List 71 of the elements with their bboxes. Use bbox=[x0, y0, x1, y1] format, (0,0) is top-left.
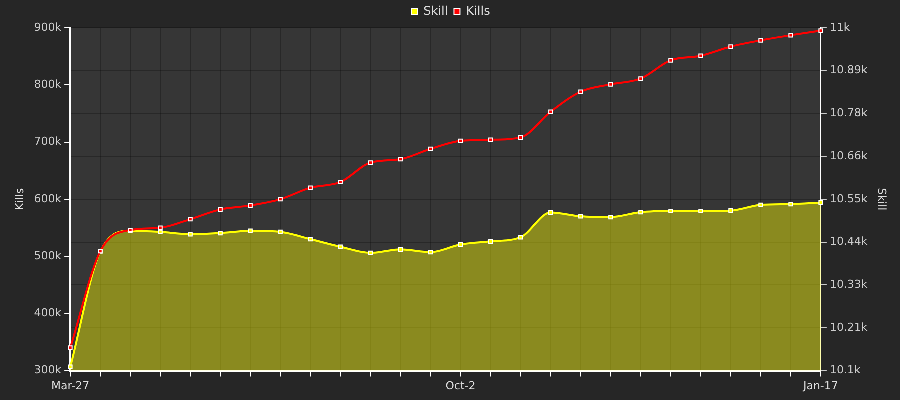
y-tick-label: 400k bbox=[34, 306, 62, 320]
point bbox=[188, 232, 193, 237]
point bbox=[68, 346, 73, 350]
y-tick-label: 700k bbox=[34, 135, 62, 148]
y-tick-label: 300k bbox=[34, 364, 62, 377]
point bbox=[788, 33, 794, 38]
point bbox=[278, 197, 283, 202]
point bbox=[158, 230, 163, 234]
y2-tick-label: 10.44k bbox=[830, 235, 868, 248]
point bbox=[638, 210, 644, 215]
x-tick-label: Mar-27 bbox=[52, 379, 90, 392]
point bbox=[248, 203, 253, 208]
point bbox=[218, 231, 223, 236]
point bbox=[818, 28, 824, 34]
point bbox=[338, 244, 343, 250]
point bbox=[518, 135, 524, 140]
point bbox=[518, 235, 524, 240]
point bbox=[758, 38, 764, 43]
y2-tick-label: 11k bbox=[830, 20, 851, 34]
point bbox=[488, 138, 494, 142]
point bbox=[308, 237, 313, 242]
point bbox=[278, 230, 283, 234]
y2-tick-label: 10.55k bbox=[830, 192, 868, 206]
point bbox=[728, 208, 734, 214]
point bbox=[728, 44, 734, 50]
point bbox=[68, 364, 73, 370]
point bbox=[608, 82, 614, 87]
point bbox=[698, 208, 704, 214]
y-tick-label: 500k bbox=[34, 249, 62, 262]
y2-tick-label: 10.66k bbox=[830, 149, 868, 162]
point bbox=[638, 76, 644, 82]
y2-axis-title: Skill bbox=[876, 188, 889, 211]
point bbox=[788, 202, 794, 207]
point bbox=[458, 242, 464, 247]
point bbox=[458, 138, 464, 144]
point bbox=[608, 215, 614, 220]
point bbox=[758, 202, 764, 208]
y-tick-label: 800k bbox=[34, 78, 62, 91]
point bbox=[398, 157, 403, 162]
point bbox=[368, 160, 373, 166]
point bbox=[668, 58, 674, 63]
x-tick-label: Jan-17 bbox=[802, 379, 838, 392]
point bbox=[428, 146, 434, 152]
point bbox=[578, 214, 584, 219]
y-tick-label: 600k bbox=[34, 192, 62, 206]
y2-tick-label: 10.1k bbox=[830, 364, 862, 377]
point bbox=[398, 247, 403, 252]
point bbox=[578, 90, 584, 94]
point bbox=[548, 210, 554, 215]
y-tick-label: 900k bbox=[34, 20, 62, 34]
point bbox=[308, 186, 313, 190]
y2-tick-label: 10.33k bbox=[830, 278, 868, 291]
point bbox=[218, 207, 223, 212]
point bbox=[188, 217, 193, 222]
x-tick-label: Oct-2 bbox=[446, 379, 476, 392]
legend-label: Kills bbox=[466, 4, 490, 18]
point bbox=[428, 250, 434, 255]
point bbox=[698, 54, 704, 58]
point bbox=[668, 208, 674, 214]
y2-tick-label: 10.89k bbox=[830, 64, 868, 77]
point bbox=[248, 228, 253, 234]
point bbox=[338, 180, 343, 185]
point bbox=[548, 110, 554, 114]
point bbox=[158, 226, 163, 230]
y2-tick-label: 10.21k bbox=[830, 320, 868, 334]
legend-label: Skill bbox=[424, 4, 448, 18]
y-axis-title: Kills bbox=[13, 188, 26, 210]
point bbox=[368, 250, 373, 256]
point bbox=[818, 200, 824, 206]
point bbox=[488, 239, 494, 244]
y2-tick-label: 10.78k bbox=[830, 106, 868, 120]
